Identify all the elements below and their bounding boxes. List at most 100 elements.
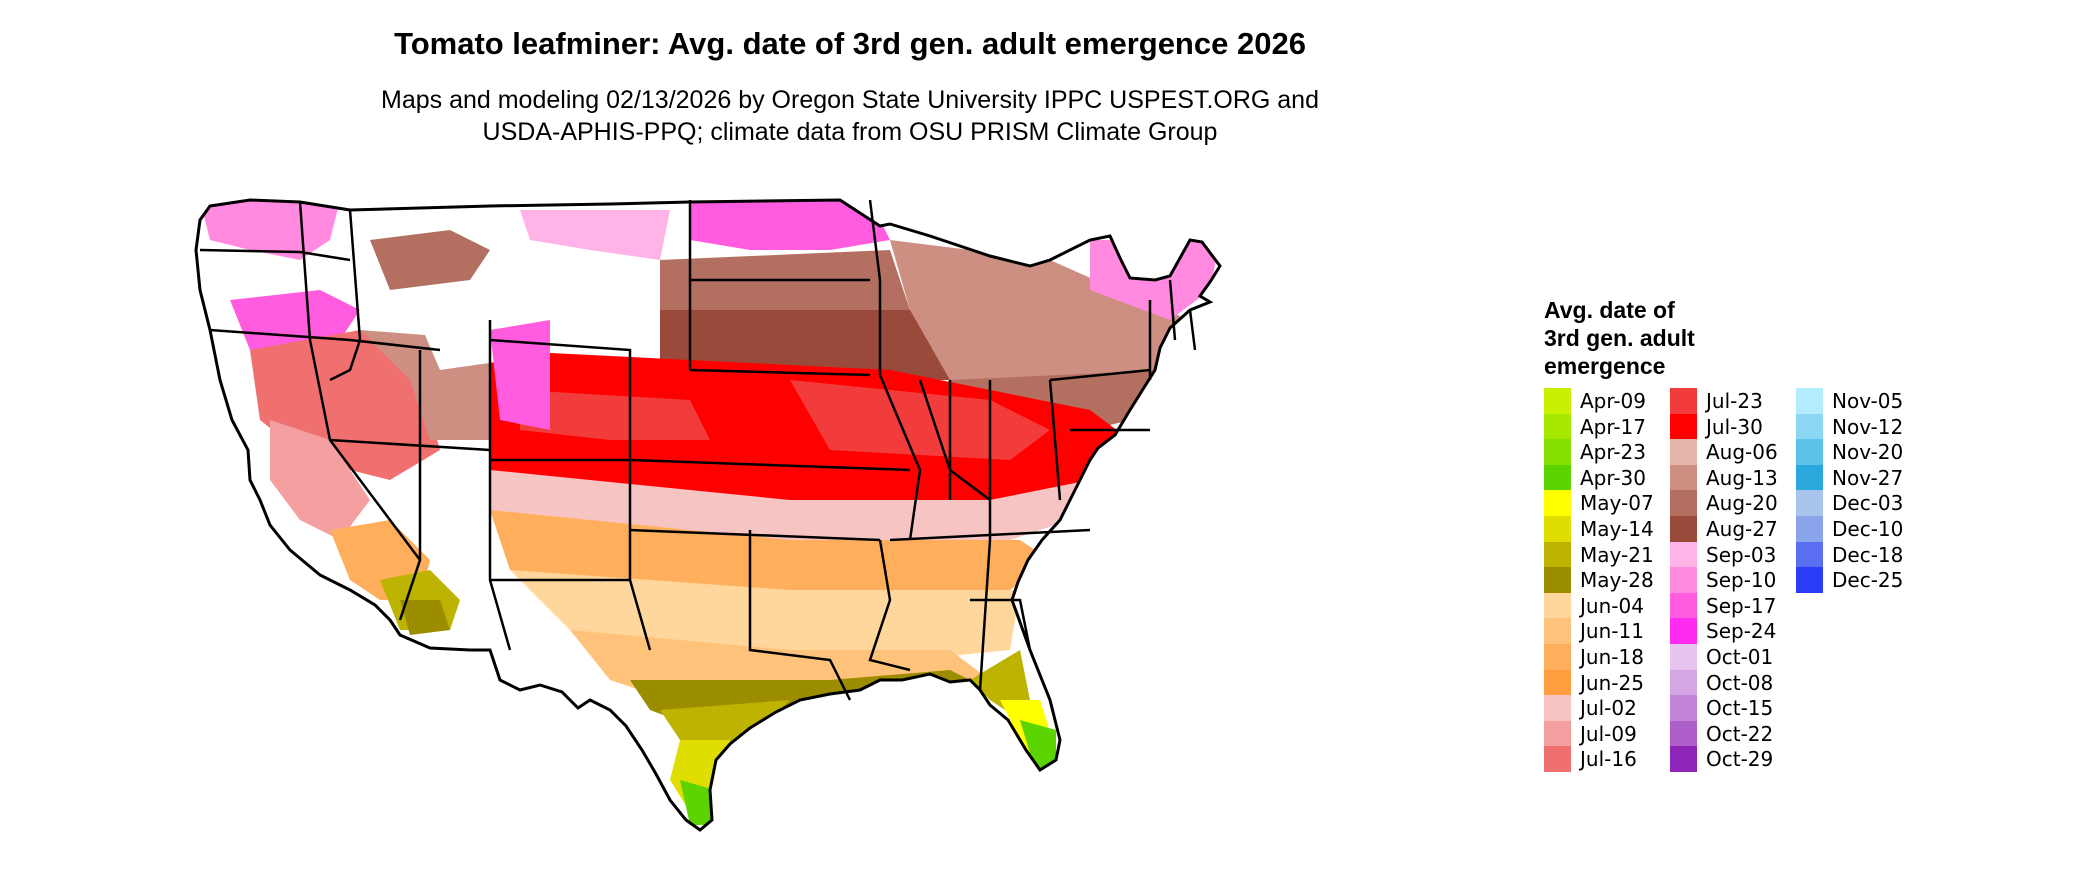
legend-label: Jul-30: [1706, 414, 1763, 439]
legend-swatch: [1544, 388, 1571, 414]
subtitle-line-2: USDA-APHIS-PPQ; climate data from OSU PR…: [482, 118, 1218, 146]
legend-item: Apr-17: [1544, 413, 1714, 440]
legend-label: Nov-12: [1832, 414, 1904, 439]
legend-label: May-14: [1580, 516, 1654, 541]
legend-label: Oct-15: [1706, 696, 1774, 721]
legend-swatch: [1544, 669, 1571, 696]
legend-swatch: [1796, 515, 1823, 542]
legend-item: Nov-12: [1796, 413, 1966, 440]
legend-item: Sep-24: [1670, 618, 1840, 644]
legend-label: Nov-20: [1832, 440, 1904, 465]
legend-swatch: [1544, 746, 1571, 772]
legend-swatch: [1670, 643, 1697, 670]
legend-label: Nov-27: [1832, 465, 1904, 490]
legend-item: Sep-10: [1670, 567, 1840, 593]
legend-label: Jun-18: [1580, 644, 1644, 669]
legend-label: Aug-13: [1706, 465, 1778, 490]
legend-swatch: [1670, 669, 1697, 696]
legend-item: Jul-30: [1670, 413, 1840, 440]
map-subtitle: Maps and modeling 02/13/2026 by Oregon S…: [0, 84, 1700, 148]
legend-item: Nov-20: [1796, 439, 1966, 465]
legend-item: Dec-18: [1796, 541, 1966, 568]
legend-swatch: [1796, 464, 1823, 491]
legend-item: Jun-25: [1544, 669, 1714, 696]
legend-label: May-07: [1580, 491, 1654, 516]
legend-swatch: [1544, 490, 1571, 516]
legend-item: Dec-10: [1796, 515, 1966, 542]
legend-item: Apr-30: [1544, 464, 1714, 491]
legend-label: May-28: [1580, 568, 1654, 593]
legend-swatch: [1544, 695, 1571, 721]
legend-swatch: [1670, 567, 1697, 593]
legend-item: Jul-09: [1544, 720, 1714, 747]
legend-column: Jul-23 Jul-30 Aug-06 Aug-13 Aug-20 Aug-27 Sep-…: [1670, 388, 1840, 772]
legend-label: Jun-04: [1580, 593, 1644, 618]
map-fill-layer: [196, 200, 1220, 830]
legend-swatch: [1796, 413, 1823, 440]
legend-label: Jul-09: [1580, 721, 1637, 746]
legend-item: Oct-29: [1670, 746, 1840, 772]
legend-item: Oct-08: [1670, 669, 1840, 696]
legend-label: Jul-16: [1580, 747, 1637, 772]
legend-label: Sep-17: [1706, 593, 1777, 618]
legend-swatch: [1670, 746, 1697, 772]
legend-item: Sep-17: [1670, 592, 1840, 619]
legend-swatch: [1796, 490, 1823, 516]
legend-swatch: [1670, 388, 1697, 414]
legend-title-line-2: 3rd gen. adult: [1544, 325, 1695, 351]
legend-item: Dec-25: [1796, 567, 1966, 593]
legend-swatch: [1544, 592, 1571, 619]
legend-swatch: [1670, 592, 1697, 619]
legend-label: Aug-27: [1706, 516, 1778, 541]
legend-label: Jun-25: [1580, 670, 1644, 695]
legend-column: Apr-09 Apr-17 Apr-23 Apr-30 May-07 May-14 May-…: [1544, 388, 1714, 772]
legend-title-line-1: Avg. date of: [1544, 297, 1675, 323]
legend-swatch: [1670, 541, 1697, 568]
legend-label: Apr-23: [1580, 440, 1646, 465]
us-outline: [194, 198, 1222, 832]
us-emergence-map: [194, 198, 1222, 832]
legend-swatch: [1670, 515, 1697, 542]
legend-label: Apr-09: [1580, 389, 1646, 413]
legend-swatch: [1796, 388, 1823, 414]
legend-swatch: [1544, 720, 1571, 747]
legend-item: Jun-04: [1544, 592, 1714, 619]
legend-item: Nov-27: [1796, 464, 1966, 491]
legend-swatch: [1544, 413, 1571, 440]
legend-label: May-21: [1580, 542, 1654, 567]
legend-item: Aug-27: [1670, 515, 1840, 542]
legend-label: Jul-23: [1706, 389, 1763, 413]
state-borders: [199, 199, 1197, 701]
subtitle-line-1: Maps and modeling 02/13/2026 by Oregon S…: [381, 86, 1319, 114]
legend-label: Apr-17: [1580, 414, 1646, 439]
legend-item: Aug-13: [1670, 464, 1840, 491]
map-title: Tomato leafminer: Avg. date of 3rd gen. …: [394, 26, 1306, 61]
legend-label: Oct-08: [1706, 670, 1774, 695]
legend-swatch: [1544, 439, 1571, 465]
legend-column: Nov-05 Nov-12 Nov-20 Nov-27 Dec-03 Dec-10 Dec-…: [1796, 388, 1966, 593]
legend-swatch: [1544, 618, 1571, 644]
legend-item: Apr-23: [1544, 439, 1714, 465]
legend-label: Oct-22: [1706, 721, 1774, 746]
legend-item: Jul-16: [1544, 746, 1714, 772]
legend-swatch: [1796, 541, 1823, 568]
legend-item: Jun-11: [1544, 618, 1714, 644]
legend-item: Jul-02: [1544, 695, 1714, 721]
legend-swatch: [1544, 643, 1571, 670]
legend-item: Oct-15: [1670, 695, 1840, 721]
legend-swatch: [1544, 541, 1571, 568]
legend-swatch: [1796, 439, 1823, 465]
legend-swatch: [1670, 439, 1697, 465]
legend-label: Dec-18: [1832, 542, 1904, 567]
legend-item: May-07: [1544, 490, 1714, 516]
legend-label: Sep-24: [1706, 619, 1777, 644]
legend-item: Jul-23: [1670, 388, 1840, 414]
legend-item: Jun-18: [1544, 643, 1714, 670]
legend-swatch: [1544, 515, 1571, 542]
legend-title: Avg. date of 3rd gen. adult emergence: [1544, 296, 1695, 380]
legend-swatch: [1796, 567, 1823, 593]
legend-label: Sep-03: [1706, 542, 1777, 567]
legend-label: Apr-30: [1580, 465, 1646, 490]
legend-label: Sep-10: [1706, 568, 1777, 593]
legend-item: Sep-03: [1670, 541, 1840, 568]
